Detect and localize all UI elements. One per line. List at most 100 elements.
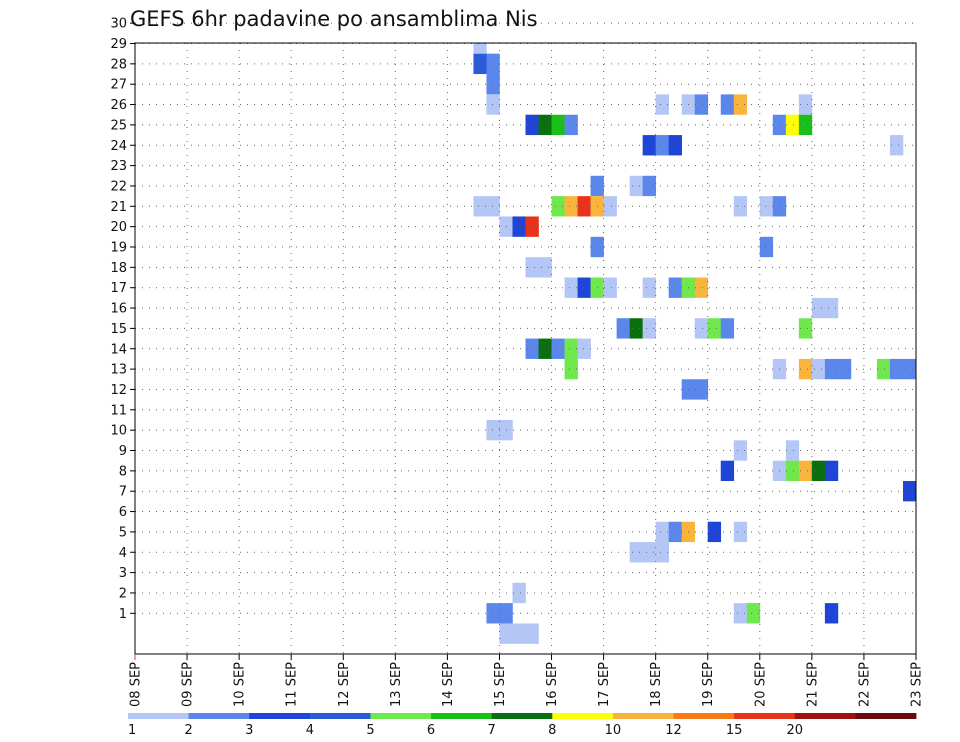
heatmap-cell — [889, 135, 904, 156]
heatmap-cell — [538, 114, 552, 136]
y-tick-label: 25 — [110, 118, 127, 133]
colorbar-label: 10 — [605, 723, 622, 738]
colorbar-swatch — [249, 713, 311, 719]
colorbar: 1 2 3 4 5 6 7 8 10 12 15 20 — [128, 713, 917, 738]
heatmap-cell — [811, 460, 826, 482]
heatmap-cell — [811, 297, 826, 319]
heatmap-cell — [486, 419, 500, 441]
heatmap-cell — [577, 196, 591, 217]
x-tick-label: 11 SEP — [285, 662, 300, 707]
heatmap-cell — [629, 318, 643, 339]
heatmap-cell — [564, 338, 578, 359]
x-tick-label: 20 SEP — [753, 662, 768, 707]
y-tick-label: 8 — [119, 464, 127, 479]
heatmap-cell — [785, 440, 800, 461]
colorbar-label: 15 — [726, 723, 743, 738]
x-tick-label: 16 SEP — [545, 662, 560, 707]
heatmap-cell — [694, 318, 709, 339]
heatmap-cell — [642, 175, 656, 197]
colorbar-swatch — [734, 713, 796, 719]
heatmap-cell — [876, 358, 891, 380]
y-tick-label: 13 — [110, 363, 127, 378]
heatmap-cell — [798, 358, 813, 380]
heatmap-cell — [694, 379, 709, 400]
y-tick-label: 30 — [110, 17, 127, 32]
heatmap-cell — [486, 196, 500, 217]
colorbar-swatch — [855, 713, 917, 719]
heatmap-cell — [785, 114, 800, 136]
colorbar-swatch — [612, 713, 674, 719]
heatmap-cell — [759, 196, 774, 217]
y-tick-label: 14 — [110, 342, 127, 357]
heatmap-cell — [603, 277, 617, 298]
y-tick-label: 29 — [110, 37, 127, 52]
heatmap-cell — [824, 603, 839, 624]
heatmap-cell — [733, 94, 748, 115]
colorbar-label: 4 — [306, 723, 314, 738]
heatmap-cell — [694, 277, 709, 298]
heatmap-cell — [577, 277, 591, 298]
x-tick-label: 15 SEP — [493, 662, 508, 707]
heatmap-cell — [564, 114, 578, 136]
heatmap-cell — [902, 358, 917, 380]
heatmap-cell — [824, 358, 839, 380]
heatmap-cell — [564, 277, 578, 298]
heatmap-cell — [486, 603, 500, 624]
heatmap-cell — [707, 521, 722, 543]
heatmap-cell — [551, 338, 565, 359]
x-tick-label: 12 SEP — [337, 662, 352, 707]
heatmap-cell — [720, 94, 735, 115]
heatmap-cell — [499, 623, 513, 644]
colorbar-label: 8 — [548, 723, 556, 738]
y-tick-label: 22 — [110, 179, 127, 194]
colorbar-swatch — [552, 713, 614, 719]
y-tick-label: 2 — [119, 586, 127, 601]
heatmap-cell — [603, 196, 617, 217]
heatmap-cell — [655, 542, 669, 563]
y-tick-label: 11 — [110, 403, 127, 418]
heatmap-cell — [486, 53, 500, 75]
y-tick-label: 18 — [110, 261, 127, 276]
heatmap-cell — [798, 318, 813, 339]
colorbar-label: 3 — [245, 723, 253, 738]
y-tick-label: 19 — [110, 241, 127, 256]
heatmap-cell — [512, 582, 526, 604]
x-tick-label: 19 SEP — [701, 662, 716, 707]
heatmap-cell — [837, 358, 852, 380]
colorbar-label: 5 — [366, 723, 374, 738]
heatmap-cell — [512, 216, 526, 237]
y-tick-label: 27 — [110, 78, 127, 93]
y-tick-label: 24 — [110, 139, 127, 154]
heatmap-cell — [642, 542, 656, 563]
heatmap-cell — [564, 196, 578, 217]
colorbar-label: 12 — [665, 723, 682, 738]
heatmap-cell — [889, 358, 904, 380]
x-tick-label: 09 SEP — [181, 662, 196, 707]
y-tick-label: 26 — [110, 98, 127, 113]
colorbar-swatch — [673, 713, 735, 719]
x-axis: 08 SEP 09 SEP 10 SEP 11 SEP 12 SEP 13 SEP 14 S… — [129, 654, 925, 707]
heatmap-cell — [486, 94, 500, 115]
heatmap-cell — [668, 277, 682, 298]
x-tick-label: 14 SEP — [441, 662, 456, 707]
heatmap-cell — [668, 135, 682, 156]
heatmap-cell — [525, 257, 539, 278]
heatmap-cell — [525, 114, 539, 136]
colorbar-swatch — [309, 713, 371, 719]
heatmap-cell — [746, 603, 761, 624]
y-tick-label: 23 — [110, 159, 127, 174]
heatmap-cell — [798, 460, 813, 482]
heatmap-cell — [759, 236, 774, 258]
y-tick-label: 20 — [110, 220, 127, 235]
heatmap-cell — [473, 53, 487, 75]
colorbar-swatch — [188, 713, 250, 719]
x-tick-label: 13 SEP — [389, 662, 404, 707]
heatmap-cell — [577, 338, 591, 359]
cells-layer — [473, 43, 917, 644]
y-tick-label: 10 — [110, 424, 127, 439]
y-tick-label: 21 — [110, 200, 127, 215]
heatmap-cell — [798, 114, 813, 136]
heatmap-cell — [798, 94, 813, 115]
heatmap-cell — [733, 521, 748, 543]
colorbar-label: 20 — [786, 723, 803, 738]
